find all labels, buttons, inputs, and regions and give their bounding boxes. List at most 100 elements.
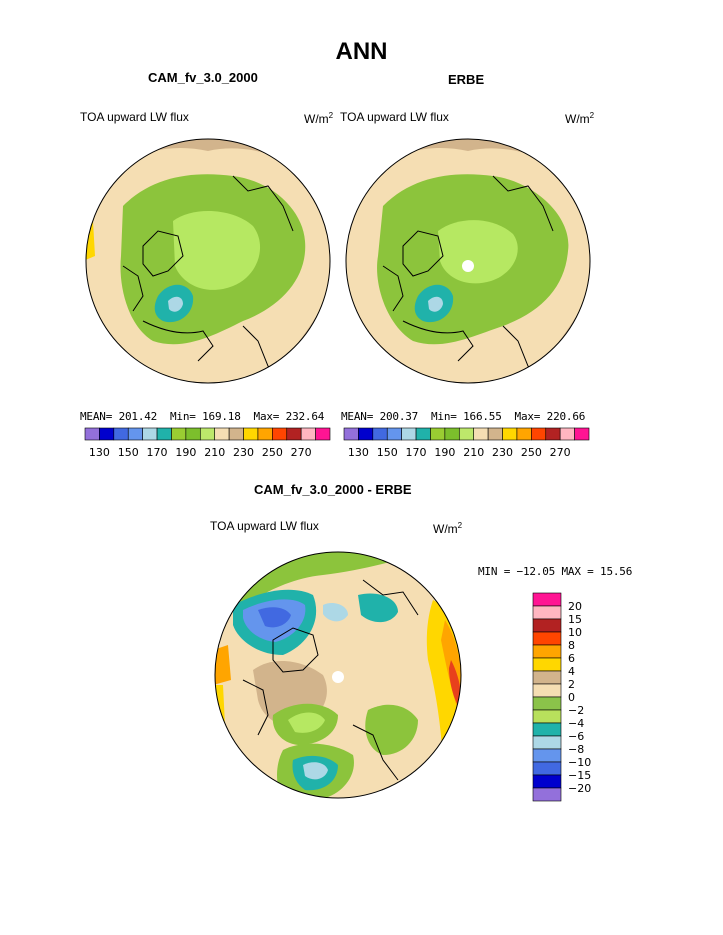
colorbar-swatch xyxy=(532,774,562,789)
max-value: 220.66 xyxy=(546,410,586,423)
colorbar-tick-label: 190 xyxy=(434,446,455,459)
colorbar-swatch xyxy=(559,427,575,441)
colorbar-swatch xyxy=(430,427,446,441)
colorbar-swatch xyxy=(473,427,489,441)
colorbar-tick-label: 130 xyxy=(348,446,369,459)
colorbar-swatch xyxy=(185,427,201,441)
panel-subtitle-obs: TOA upward LW flux xyxy=(340,110,449,124)
colorbar-swatch xyxy=(532,657,562,672)
colorbar-tick-label: 150 xyxy=(377,446,398,459)
colorbar-swatch xyxy=(113,427,129,441)
colorbar-swatch xyxy=(502,427,518,441)
colorbar-swatch xyxy=(214,427,230,441)
colorbar-swatch xyxy=(532,644,562,659)
colorbar-swatch xyxy=(532,722,562,737)
colorbar-swatch xyxy=(142,427,158,441)
colorbar-swatch xyxy=(458,427,475,441)
colorbar-tick-label: 210 xyxy=(463,446,484,459)
colorbar-tick-label: −2 xyxy=(568,704,584,717)
colorbar-swatch xyxy=(99,427,115,441)
panel-subtitle-model: TOA upward LW flux xyxy=(80,110,189,124)
colorbar-swatch xyxy=(401,427,417,441)
panel-subtitle-diff: TOA upward LW flux xyxy=(210,519,319,533)
colorbar-tick-label: 130 xyxy=(89,446,110,459)
colorbar-tick-label: 210 xyxy=(204,446,225,459)
colorbar-tick-label: 170 xyxy=(147,446,168,459)
colorbar-swatch xyxy=(516,427,532,441)
colorbar-swatch xyxy=(156,427,172,441)
colorbar-swatch xyxy=(272,427,288,441)
colorbar-swatch xyxy=(315,427,331,441)
colorbar-swatch xyxy=(532,761,562,776)
colorbar-swatch xyxy=(532,683,562,698)
colorbar-swatch xyxy=(286,427,302,441)
colorbar-tick-label: −4 xyxy=(568,717,584,730)
colorbar-swatch xyxy=(300,427,316,441)
mean-value: 201.42 xyxy=(118,410,158,423)
colorbar-swatch xyxy=(532,670,562,685)
colorbar-tick-label: 190 xyxy=(175,446,196,459)
min-value: 169.18 xyxy=(202,410,241,423)
max-value: 232.64 xyxy=(285,410,325,423)
colorbar-swatch xyxy=(532,605,562,620)
colorbar-tick-label: 2 xyxy=(568,678,575,691)
colorbar-swatch xyxy=(84,427,100,441)
colorbar-swatch xyxy=(531,427,547,441)
colorbar-swatch xyxy=(372,427,388,441)
colorbar-tick-label: 0 xyxy=(568,691,575,704)
colorbar-tick-label: −10 xyxy=(568,756,591,769)
panel-units-obs: W/m2 xyxy=(565,111,595,126)
colorbar-tick-label: −6 xyxy=(568,730,584,743)
colorbar-tick-label: 230 xyxy=(492,446,513,459)
max-label: Max= xyxy=(514,410,541,423)
colorbar-tick-label: 8 xyxy=(568,639,575,652)
colorbar-tick-label: 250 xyxy=(521,446,542,459)
colorbar-tick-label: 270 xyxy=(550,446,571,459)
panel-title-obs: ERBE xyxy=(448,72,485,87)
colorbar-swatch xyxy=(574,427,590,441)
colorbar-tick-label: 230 xyxy=(233,446,254,459)
colorbar-tick-label: 150 xyxy=(118,446,139,459)
colorbar-tick-label: −15 xyxy=(568,769,591,782)
colorbar-tick-label: 250 xyxy=(262,446,283,459)
colorbar-swatch xyxy=(257,427,273,441)
colorbar-swatch xyxy=(127,427,143,441)
polar-map-obs xyxy=(345,138,591,384)
colorbar-tick-label: 270 xyxy=(291,446,312,459)
colorbar-tick-label: 6 xyxy=(568,652,575,665)
colorbar-obs: 130 150 170 190 210 230 250 270 xyxy=(343,427,590,459)
colorbar-swatch xyxy=(487,427,503,441)
colorbar-swatch xyxy=(532,618,562,633)
panel-stats-obs: MEAN= 200.37 Min= 166.55 Max= 220.66 xyxy=(341,410,585,423)
colorbar-swatch xyxy=(415,427,431,441)
panel-units-diff: W/m2 xyxy=(433,521,463,536)
mean-label: MEAN= xyxy=(80,410,113,423)
colorbar-swatch xyxy=(228,427,244,441)
mean-label: MEAN= xyxy=(341,410,374,423)
colorbar-tick-label: 4 xyxy=(568,665,575,678)
colorbar-tick-label: 10 xyxy=(568,626,582,639)
polar-map-diff xyxy=(214,551,462,799)
max-label: Max= xyxy=(253,410,280,423)
colorbar-swatch xyxy=(532,787,562,802)
colorbar-swatch xyxy=(386,427,402,441)
colorbar-model: 130 150 170 190 210 230 250 270 xyxy=(84,427,331,459)
colorbar-swatch xyxy=(199,427,216,441)
colorbar-swatch xyxy=(171,427,187,441)
colorbar-swatch xyxy=(532,709,562,724)
colorbar-swatch xyxy=(532,748,562,763)
colorbar-swatch xyxy=(532,631,562,646)
colorbar-swatch xyxy=(343,427,359,441)
colorbar-tick-label: −8 xyxy=(568,743,584,756)
polar-map-model xyxy=(85,138,331,384)
colorbar-tick-label: −20 xyxy=(568,782,591,795)
min-label: Min= xyxy=(169,410,196,423)
panel-units-model: W/m2 xyxy=(304,111,334,126)
colorbar-swatch xyxy=(358,427,374,441)
colorbar-swatch xyxy=(243,427,259,441)
panel-stats-model: MEAN= 201.42 Min= 169.18 Max= 232.64 xyxy=(80,410,324,423)
colorbar-swatch xyxy=(532,592,562,607)
main-title: ANN xyxy=(335,38,388,65)
colorbar-tick-label: 15 xyxy=(568,613,582,626)
